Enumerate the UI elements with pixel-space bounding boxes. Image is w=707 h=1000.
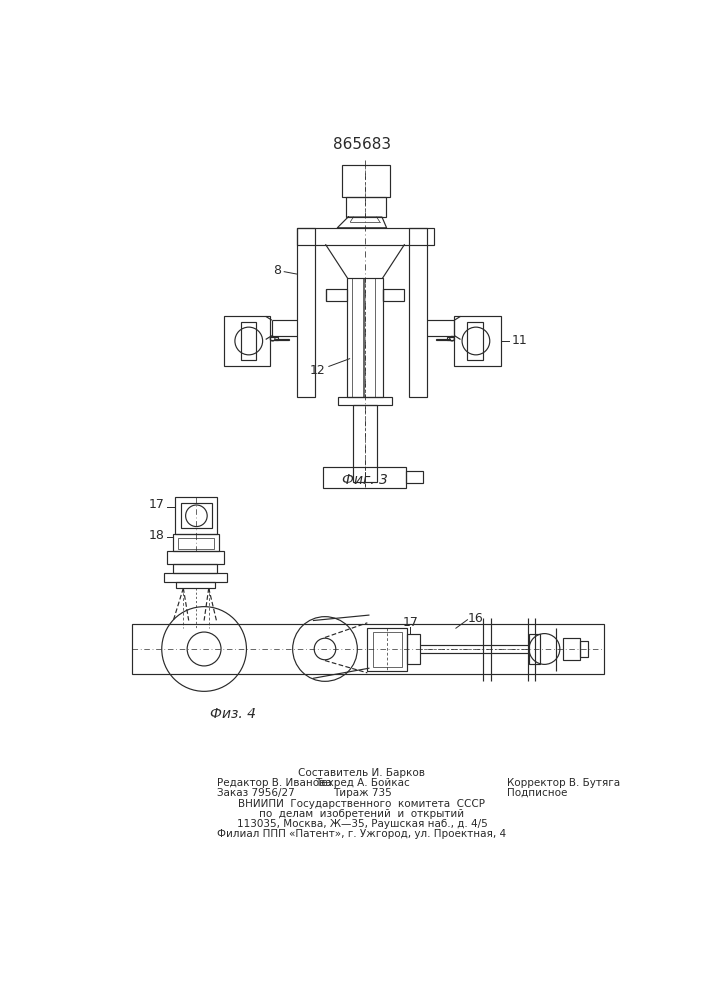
Text: Техред А. Бойкас: Техред А. Бойкас — [315, 778, 409, 788]
Text: 12: 12 — [310, 364, 326, 377]
Text: Фиг. 3: Фиг. 3 — [342, 473, 388, 487]
Bar — [296, 228, 433, 245]
Bar — [347, 278, 382, 397]
Text: Заказ 7956/27: Заказ 7956/27 — [217, 788, 295, 798]
Bar — [176, 582, 215, 588]
Bar — [447, 337, 455, 340]
Bar — [224, 316, 270, 366]
Bar — [326, 289, 347, 301]
Bar — [382, 289, 404, 301]
Bar — [132, 624, 604, 674]
Bar — [175, 497, 217, 534]
Bar — [164, 573, 227, 582]
Text: 17: 17 — [148, 498, 164, 512]
Bar — [368, 628, 407, 671]
Text: 16: 16 — [467, 612, 483, 625]
Bar — [353, 405, 378, 482]
Text: 11: 11 — [511, 334, 527, 347]
Text: 8: 8 — [273, 264, 281, 277]
Bar — [270, 337, 278, 340]
Bar — [338, 397, 392, 405]
Bar — [173, 534, 218, 551]
Text: Корректор В. Бутяга: Корректор В. Бутяга — [508, 778, 621, 788]
Bar — [181, 503, 212, 528]
Bar — [241, 322, 257, 360]
Bar — [178, 538, 214, 549]
Bar — [407, 634, 420, 664]
Text: ВНИИПИ  Государственного  комитета  СССР: ВНИИПИ Государственного комитета СССР — [238, 799, 486, 809]
Text: Составитель И. Барков: Составитель И. Барков — [298, 768, 426, 778]
Bar — [563, 638, 580, 660]
Bar — [346, 197, 386, 217]
Bar — [296, 228, 315, 397]
Bar — [455, 316, 501, 366]
Text: по  делам  изобретений  и  открытий: по делам изобретений и открытий — [259, 809, 464, 819]
Text: 18: 18 — [148, 529, 164, 542]
Bar — [352, 278, 363, 397]
Bar — [529, 634, 540, 664]
Bar — [436, 339, 450, 340]
Bar — [580, 641, 588, 657]
Bar — [467, 322, 483, 360]
Text: Филиал ППП «Патент», г. Ужгород, ул. Проектная, 4: Филиал ППП «Патент», г. Ужгород, ул. Про… — [217, 829, 506, 839]
Bar — [364, 278, 375, 397]
Text: Физ. 4: Физ. 4 — [209, 707, 256, 721]
Text: 113035, Москва, Ж—35, Раушская наб., д. 4/5: 113035, Москва, Ж—35, Раушская наб., д. … — [237, 819, 487, 829]
Text: Тираж 735: Тираж 735 — [332, 788, 392, 798]
Bar — [275, 339, 288, 340]
Bar — [173, 564, 217, 573]
Bar — [373, 632, 402, 667]
Text: 865683: 865683 — [333, 137, 391, 152]
Bar — [167, 551, 224, 564]
Bar — [406, 471, 423, 483]
Text: Редактор В. Иванова: Редактор В. Иванова — [217, 778, 332, 788]
Bar — [409, 228, 428, 397]
Bar — [342, 165, 390, 197]
Bar — [322, 466, 406, 488]
Text: 17: 17 — [402, 616, 419, 629]
Text: Подписное: Подписное — [508, 788, 568, 798]
